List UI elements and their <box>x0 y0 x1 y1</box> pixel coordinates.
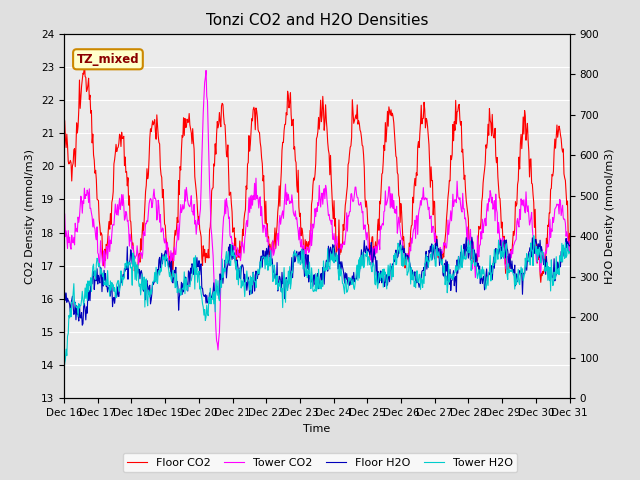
Floor CO2 <box>394 170 401 176</box>
Legend: Floor CO2, Tower CO2, Floor H2O, Tower H2O: Floor CO2, Tower CO2, Floor H2O, Tower H… <box>123 453 517 472</box>
Floor H2O <box>200 293 208 299</box>
Floor H2O <box>379 276 387 282</box>
Tower H2O <box>378 275 386 280</box>
Floor CO2 <box>537 279 545 285</box>
Floor H2O <box>69 304 77 310</box>
Tower CO2 <box>394 223 402 229</box>
Tower H2O <box>566 249 573 254</box>
Tower CO2 <box>380 222 387 228</box>
Floor H2O <box>122 264 130 270</box>
Tower CO2 <box>60 226 68 231</box>
Tower H2O <box>393 261 401 267</box>
Line: Floor CO2: Floor CO2 <box>64 60 570 282</box>
Tower CO2 <box>566 239 573 244</box>
Tower CO2 <box>202 68 210 73</box>
Floor H2O <box>566 243 573 249</box>
Tower CO2 <box>200 110 207 116</box>
Y-axis label: H2O Density (mmol/m3): H2O Density (mmol/m3) <box>605 148 614 284</box>
Floor CO2 <box>69 160 77 166</box>
Floor H2O <box>394 255 401 261</box>
Tower CO2 <box>69 240 77 246</box>
Title: Tonzi CO2 and H2O Densities: Tonzi CO2 and H2O Densities <box>205 13 428 28</box>
Floor H2O <box>468 234 476 240</box>
Floor CO2 <box>122 169 130 175</box>
Line: Floor H2O: Floor H2O <box>64 237 570 325</box>
Tower H2O <box>200 304 207 310</box>
Floor CO2 <box>200 253 208 259</box>
Line: Tower CO2: Tower CO2 <box>64 71 570 350</box>
Floor CO2 <box>81 58 88 63</box>
Tower CO2 <box>122 216 129 221</box>
Floor H2O <box>79 322 86 328</box>
Tower H2O <box>69 290 77 296</box>
Tower H2O <box>122 261 129 266</box>
Text: TZ_mixed: TZ_mixed <box>77 53 140 66</box>
X-axis label: Time: Time <box>303 424 330 433</box>
Line: Tower H2O: Tower H2O <box>64 236 570 371</box>
Floor H2O <box>173 278 181 284</box>
Floor CO2 <box>566 230 573 236</box>
Y-axis label: CO2 Density (mmol/m3): CO2 Density (mmol/m3) <box>26 148 35 284</box>
Floor CO2 <box>173 215 181 220</box>
Tower H2O <box>530 233 538 239</box>
Tower CO2 <box>214 347 222 353</box>
Floor H2O <box>60 292 68 298</box>
Floor CO2 <box>379 170 387 176</box>
Tower H2O <box>60 368 68 373</box>
Tower CO2 <box>173 240 180 245</box>
Floor CO2 <box>60 114 68 120</box>
Tower H2O <box>173 271 180 276</box>
